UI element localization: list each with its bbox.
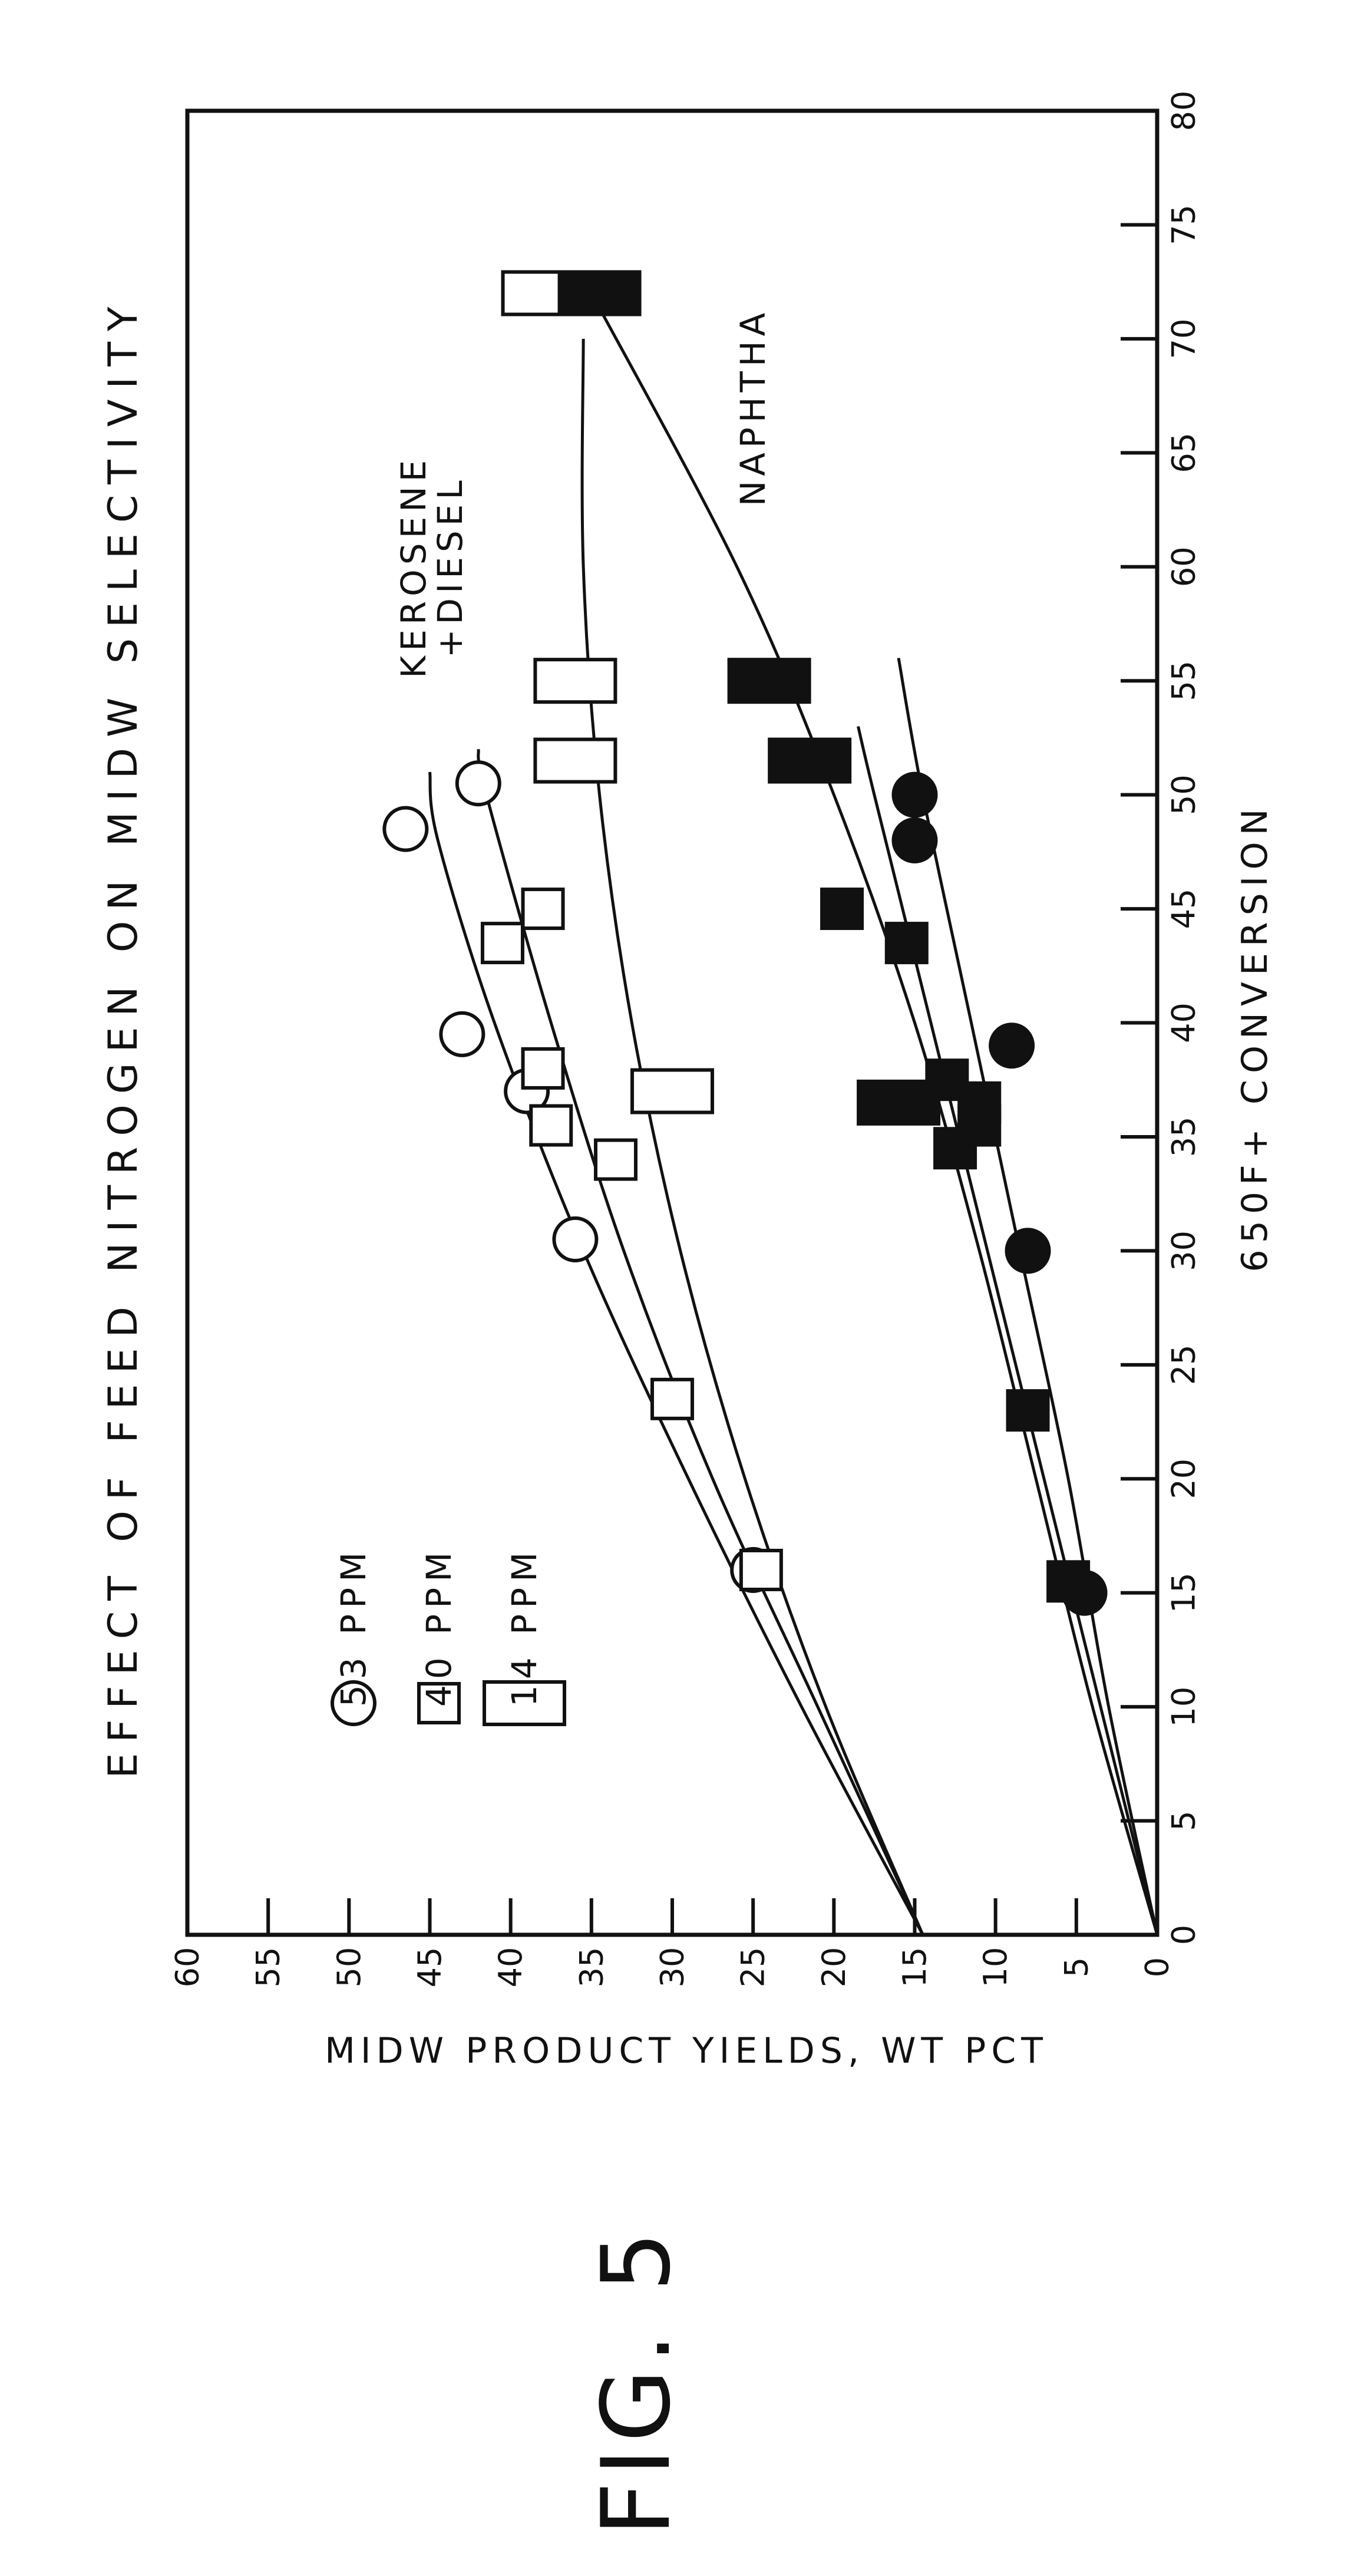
annotation-label: KEROSENE	[394, 456, 434, 678]
kerosene-diesel-circle-point	[457, 762, 500, 804]
legend: 53 PPM 40 PPM 14 PPM	[332, 1546, 564, 1724]
x-tick-label: 10	[1165, 1687, 1203, 1727]
y-tick-label: 30	[654, 1947, 691, 1988]
x-tick-label: 15	[1165, 1572, 1203, 1613]
y-tick-label: 55	[250, 1947, 287, 1988]
naphtha-wide-rectangle-point	[769, 740, 850, 782]
naphtha-square-point	[1048, 1562, 1088, 1601]
y-tick-label: 35	[573, 1947, 610, 1988]
y-tick-label: 45	[411, 1947, 448, 1988]
x-tick-label: 55	[1165, 661, 1203, 701]
annotation-label: +DIESEL	[430, 476, 470, 658]
trend-curve	[858, 727, 1157, 1935]
x-tick-label: 60	[1165, 546, 1203, 587]
x-tick-label: 70	[1165, 319, 1203, 359]
naphtha-square-point	[1008, 1391, 1048, 1430]
axis-ticks: 0 5 10 15 20 25 30 35 40 45 50 55 60 65 70 75 80 0 5 10 15 20…	[169, 91, 1203, 1988]
naphtha-wide-rectangle-point	[560, 272, 640, 315]
y-tick-label: 25	[735, 1947, 772, 1988]
naphtha-square-point	[822, 889, 862, 928]
kerosene-diesel-circle-point	[441, 1013, 483, 1056]
kerosene-diesel-square-point	[596, 1140, 636, 1179]
y-tick-label: 0	[1139, 1957, 1176, 1977]
x-tick-label: 25	[1165, 1344, 1203, 1385]
y-tick-label: 20	[815, 1947, 853, 1988]
x-tick-label: 20	[1165, 1459, 1203, 1499]
kerosene-diesel-wide-rectangle-point	[535, 659, 615, 702]
x-tick-label: 5	[1165, 1810, 1203, 1830]
x-axis-label: 650F+ CONVERSION	[1234, 803, 1276, 1272]
kerosene-diesel-circle-point	[384, 808, 427, 850]
x-tick-label: 40	[1165, 1002, 1203, 1043]
chart-title: EFFECT OF FEED NITROGEN ON MIDW SELECTIV…	[100, 296, 147, 1778]
x-tick-label: 50	[1165, 774, 1203, 815]
kerosene-diesel-square-point	[523, 889, 563, 928]
kerosene-diesel-square-point	[741, 1551, 781, 1589]
y-tick-label: 50	[331, 1947, 368, 1988]
kerosene-diesel-square-point	[652, 1380, 692, 1419]
kerosene-diesel-square-point	[523, 1049, 563, 1088]
naphtha-circle-point	[894, 774, 936, 816]
y-tick-label: 15	[896, 1947, 933, 1988]
kerosene-diesel-circle-point	[554, 1218, 596, 1261]
kerosene-diesel-wide-rectangle-point	[632, 1070, 712, 1113]
x-tick-label: 75	[1165, 205, 1203, 245]
x-tick-label: 35	[1165, 1117, 1203, 1157]
legend-label: 14 PPM	[504, 1546, 544, 1707]
trend-curve	[582, 339, 923, 1935]
kerosene-diesel-wide-rectangle-point	[535, 740, 615, 782]
x-tick-label: 30	[1165, 1231, 1203, 1271]
annotation-label: NAPHTHA	[733, 308, 773, 506]
naphtha-circle-point	[1007, 1229, 1049, 1272]
x-tick-label: 65	[1165, 433, 1203, 473]
legend-label: 40 PPM	[419, 1546, 459, 1707]
y-tick-label: 10	[977, 1947, 1014, 1988]
kerosene-diesel-square-point	[531, 1106, 571, 1145]
kerosene-diesel-square-point	[483, 923, 523, 962]
naphtha-square-point	[887, 923, 927, 962]
y-tick-label: 60	[169, 1947, 206, 1988]
x-tick-label: 45	[1165, 889, 1203, 929]
naphtha-wide-rectangle-point	[729, 659, 810, 702]
x-tick-label: 0	[1165, 1925, 1203, 1945]
naphtha-circle-point	[990, 1024, 1033, 1067]
naphtha-circle-point	[894, 819, 936, 862]
y-tick-label: 40	[492, 1947, 529, 1988]
x-tick-label: 80	[1165, 91, 1203, 131]
figure-label: FIG. 5	[581, 2226, 691, 2537]
y-tick-label: 5	[1058, 1957, 1095, 1977]
trend-curve	[899, 658, 1157, 1935]
y-axis-label: MIDW PRODUCT YIELDS, WT PCT	[325, 2030, 1048, 2072]
legend-label: 53 PPM	[333, 1546, 374, 1707]
naphtha-wide-rectangle-point	[858, 1081, 939, 1124]
